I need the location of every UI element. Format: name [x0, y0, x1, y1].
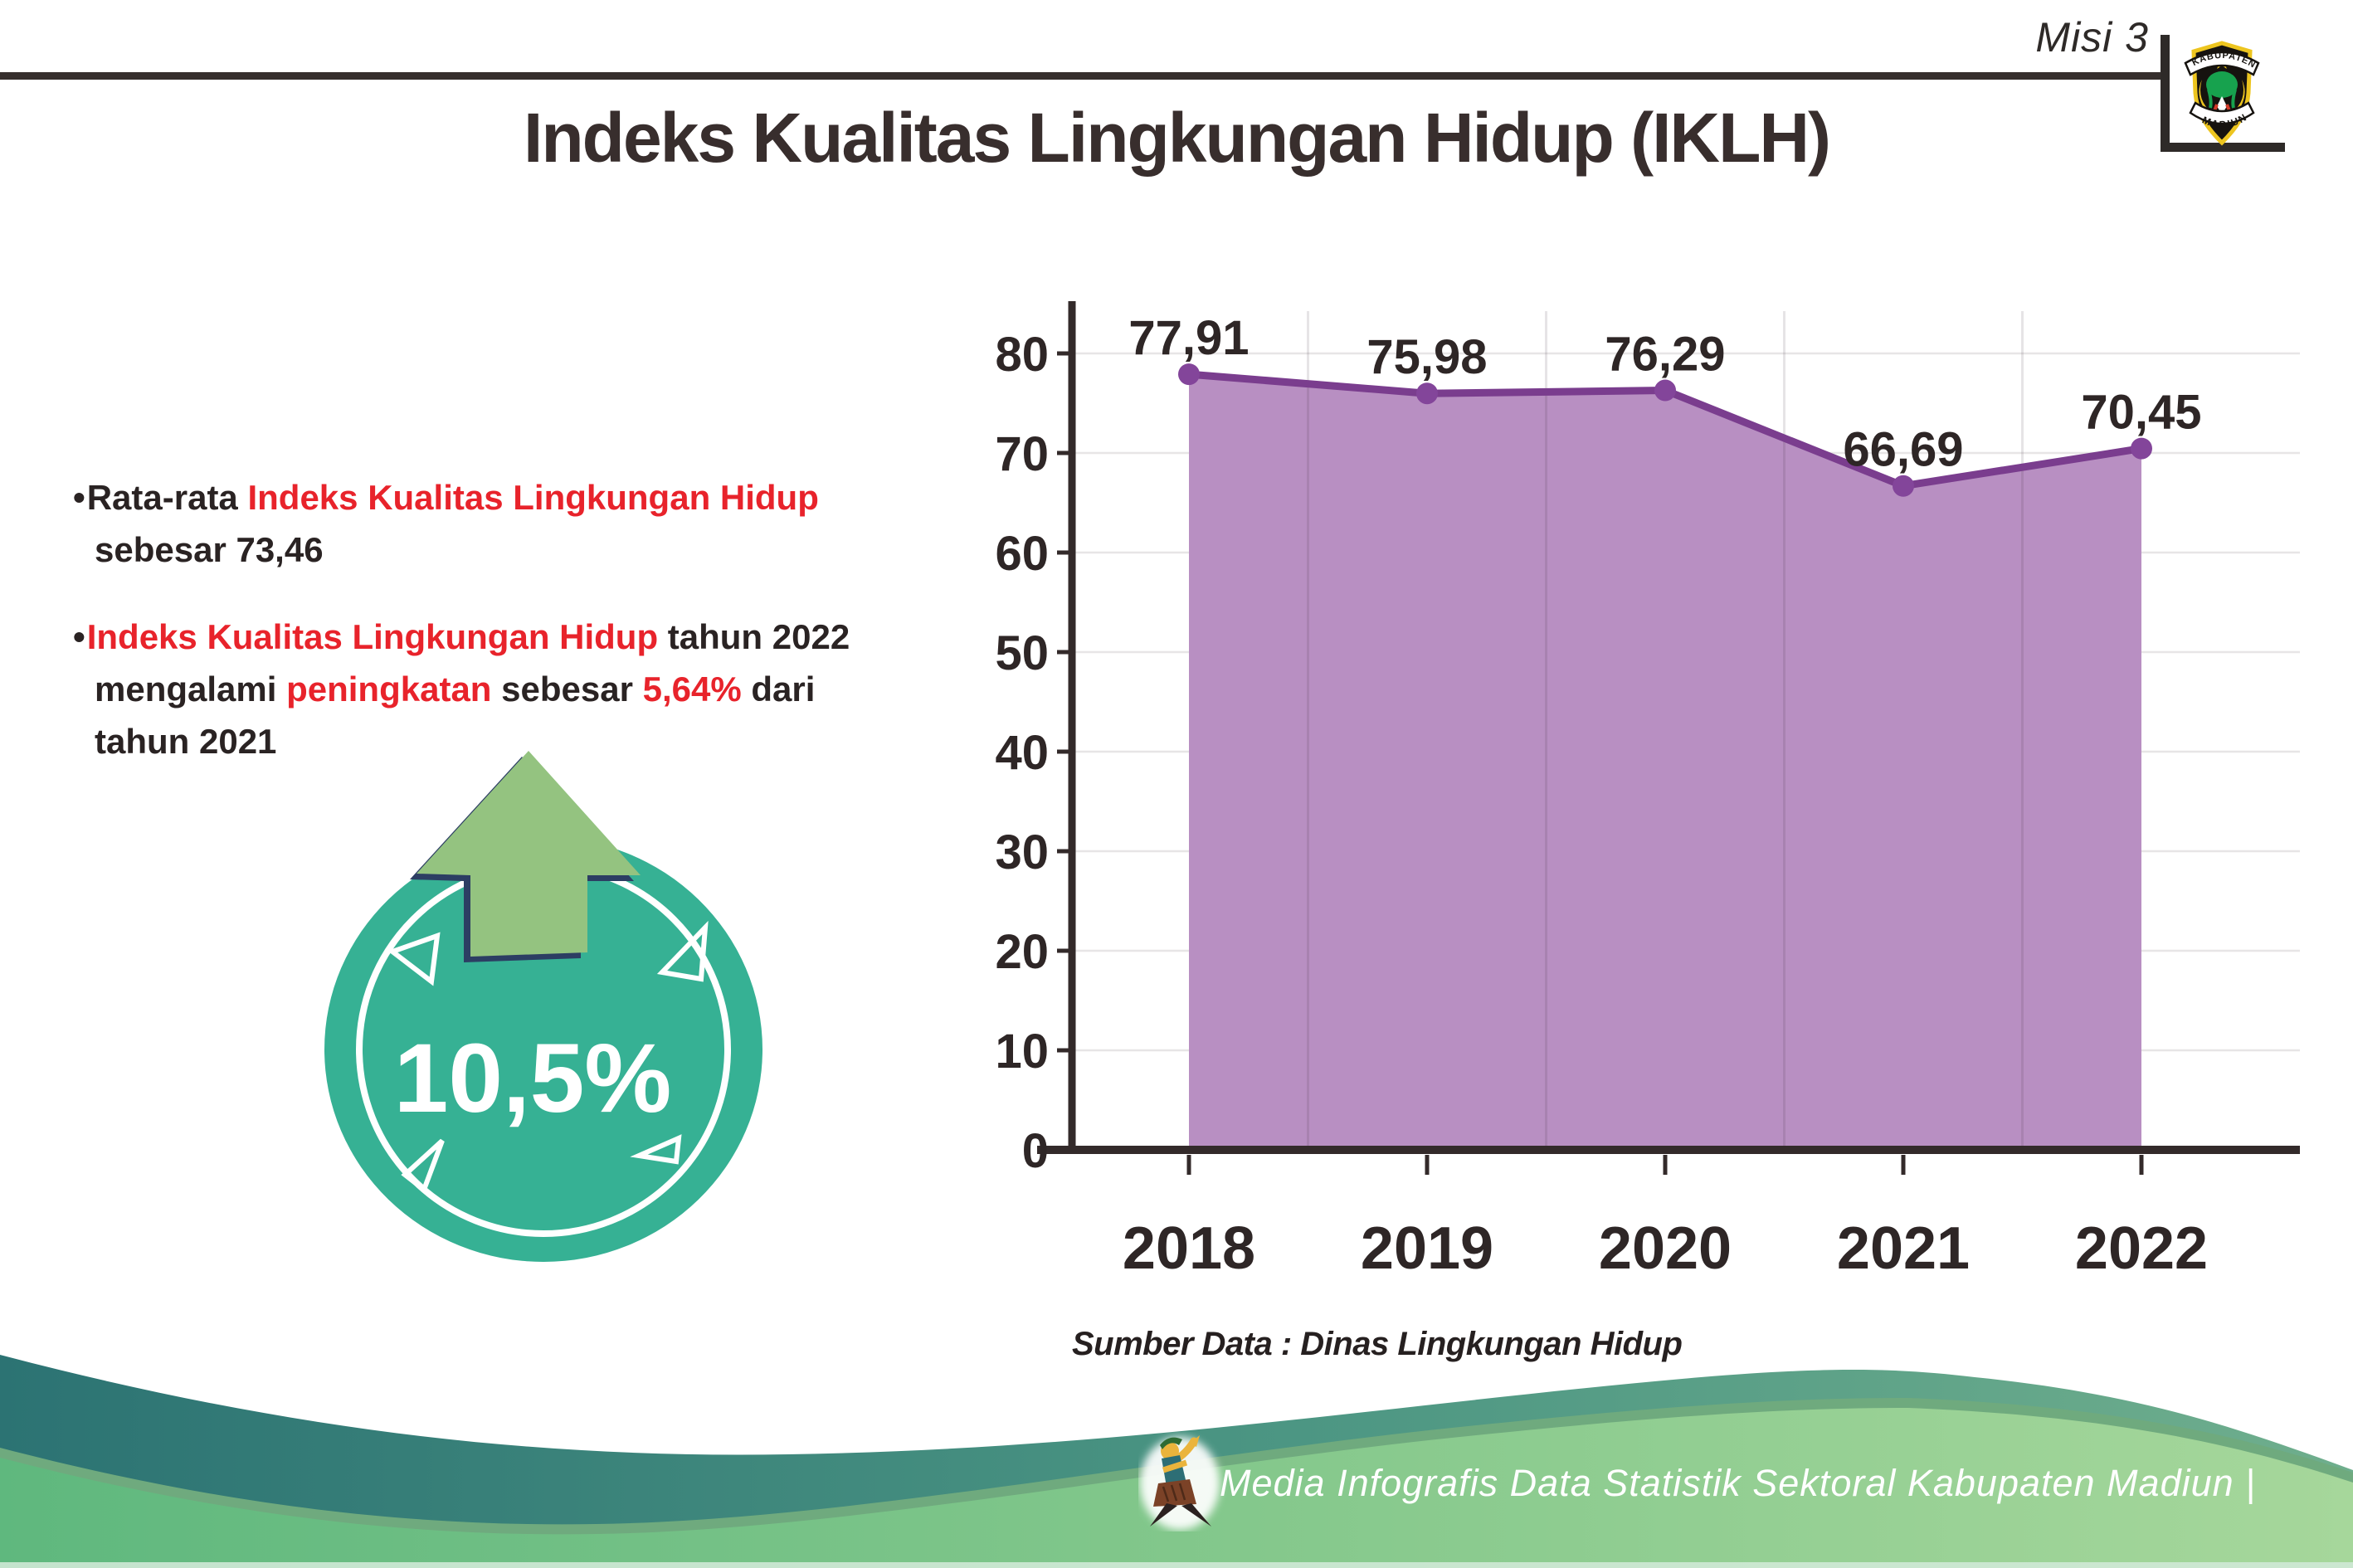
data-point [1654, 379, 1676, 402]
value-label: 76,29 [1605, 328, 1725, 382]
mascot-right-leg [1181, 1503, 1211, 1527]
page-title: Indeks Kualitas Lingkungan Hidup (IKLH) [523, 99, 1831, 177]
x-tick-label: 2021 [1837, 1215, 1970, 1282]
plain-text: tahun 2022 [658, 617, 850, 656]
y-tick-label: 20 [995, 925, 1049, 979]
iklh-chart-svg: 77,91 75,98 76,29 66,69 70,45 0 10 20 30 40 50 60 70… [995, 301, 2300, 1282]
bullet-marker-icon: • [73, 478, 85, 517]
footer-bottom-strip [0, 1562, 2353, 1568]
mascot-skirt-pattern [1162, 1483, 1186, 1502]
value-label: 70,45 [2081, 386, 2201, 440]
highlight-text: Indeks Kualitas Lingkungan Hidup [86, 617, 659, 656]
plain-text: tahun 2021 [95, 722, 277, 761]
y-tick-label: 0 [1022, 1124, 1049, 1178]
logo-tree [2206, 71, 2238, 98]
accent-triangle-icon [387, 932, 441, 986]
mascot-hand [1190, 1435, 1200, 1447]
y-tick-label: 50 [995, 626, 1049, 680]
dancer-mascot-icon [1140, 1435, 1220, 1530]
data-point [2131, 437, 2152, 460]
x-tick-label: 2019 [1361, 1215, 1493, 1282]
x-tick-label: 2018 [1123, 1215, 1255, 1282]
y-tick-label: 80 [995, 328, 1049, 382]
plain-text: Rata-rata [86, 478, 248, 517]
mascot-headdress [1160, 1437, 1182, 1449]
plain-text: mengalami [95, 670, 287, 709]
mascot-head [1161, 1442, 1179, 1460]
bullet-list: •Rata-rata Indeks Kualitas Lingkungan Hi… [73, 471, 1011, 802]
x-tick-label: 2022 [2075, 1215, 2208, 1282]
bullet-line: •Indeks Kualitas Lingkungan Hidup tahun … [73, 611, 1011, 663]
plain-text: sebesar 73,46 [95, 530, 324, 569]
logo-top-banner [2184, 51, 2260, 76]
value-label: 75,98 [1366, 330, 1487, 384]
bullet-line: tahun 2021 [73, 715, 1011, 767]
y-tick-label: 60 [995, 527, 1049, 581]
bullet-line: mengalami peningkatan sebesar 5,64% dari [73, 663, 1011, 715]
logo-bottom-banner [2189, 101, 2255, 125]
bullet-line: •Rata-rata Indeks Kualitas Lingkungan Hi… [73, 471, 1011, 523]
badge-value: 10,5% [394, 1024, 672, 1133]
data-point [1893, 475, 1914, 497]
mascot-left-leg [1150, 1503, 1177, 1527]
y-tick-label: 70 [995, 427, 1049, 481]
plain-text: sebesar [491, 670, 643, 709]
mission-label: Misi 3 [2035, 14, 2149, 61]
value-label: 66,69 [1843, 423, 1963, 477]
y-tick-label: 10 [995, 1025, 1049, 1079]
highlight-text: Indeks Kualitas Lingkungan Hidup [247, 478, 819, 517]
y-tick-label: 30 [995, 825, 1049, 879]
iklh-chart: 77,91 75,98 76,29 66,69 70,45 0 10 20 30 40 50 60 70… [979, 286, 2307, 1307]
value-label: 77,91 [1128, 311, 1249, 365]
bullet-line: sebesar 73,46 [73, 523, 1011, 576]
plain-text: dari [741, 670, 816, 709]
header-rule [0, 72, 2167, 80]
x-tick-label: 2020 [1599, 1215, 1732, 1282]
logo-left-wing [2199, 80, 2207, 108]
data-point [1178, 363, 1200, 386]
bullet-marker-icon: • [73, 617, 85, 656]
area-fill [1189, 374, 2141, 1150]
data-point [1416, 382, 1438, 405]
highlight-text: peningkatan [286, 670, 492, 709]
mascot-sash [1162, 1459, 1188, 1473]
highlight-text: 5,64% [642, 670, 742, 709]
logo-frame-vertical [2161, 35, 2170, 151]
accent-triangle-icon [656, 920, 709, 982]
logo-center-emblem [2217, 96, 2227, 114]
up-arrow-icon [417, 751, 641, 957]
footer-caption: Media Infografis Data Statistik Sektoral… [1220, 1462, 2256, 1504]
logo-right-wing [2237, 80, 2245, 108]
bullet-item: •Indeks Kualitas Lingkungan Hidup tahun … [73, 611, 1011, 767]
y-tick-label: 40 [995, 726, 1049, 780]
bullet-item: •Rata-rata Indeks Kualitas Lingkungan Hi… [73, 471, 1011, 576]
accent-triangle-icon [630, 1134, 682, 1165]
growth-badge: 10,5% [324, 751, 762, 1262]
source-note: Sumber Data : Dinas Lingkungan Hidup [1072, 1326, 1683, 1362]
logo-frame-horizontal [2161, 143, 2285, 152]
kabupaten-madiun-logo: KABUPATEN MADIUN [2184, 41, 2260, 146]
accent-triangle-icon [401, 1138, 445, 1194]
